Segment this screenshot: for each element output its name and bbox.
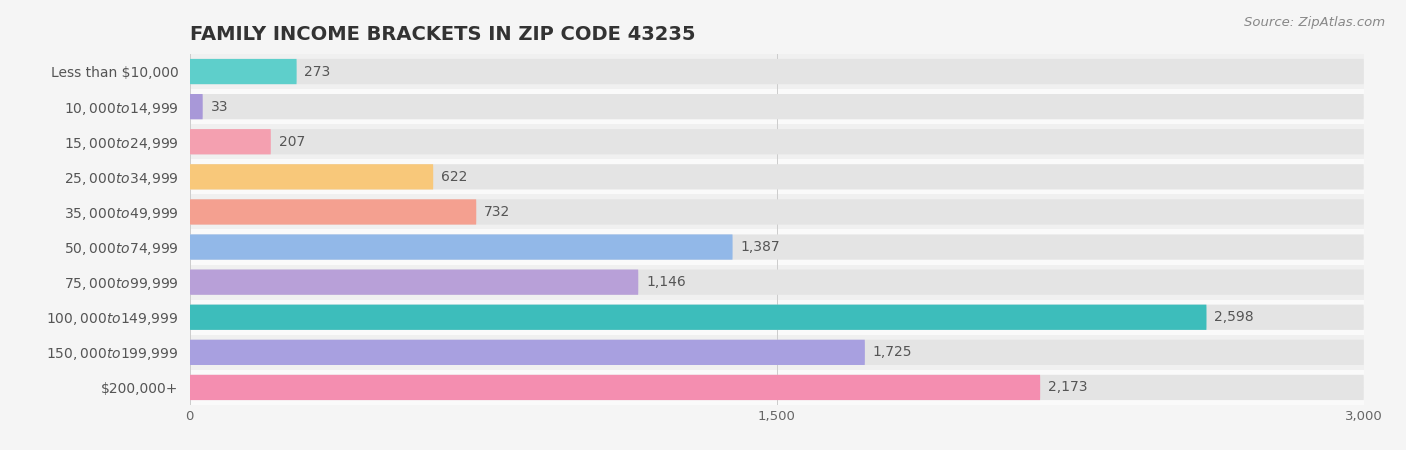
Text: 33: 33 bbox=[211, 99, 228, 114]
FancyBboxPatch shape bbox=[190, 194, 1364, 230]
FancyBboxPatch shape bbox=[190, 335, 1364, 370]
FancyBboxPatch shape bbox=[190, 129, 271, 154]
FancyBboxPatch shape bbox=[190, 375, 1364, 400]
Text: 1,387: 1,387 bbox=[741, 240, 780, 254]
Text: 1,725: 1,725 bbox=[873, 345, 912, 360]
FancyBboxPatch shape bbox=[190, 129, 1364, 154]
FancyBboxPatch shape bbox=[190, 124, 1364, 159]
FancyBboxPatch shape bbox=[190, 270, 638, 295]
Text: 207: 207 bbox=[278, 135, 305, 149]
FancyBboxPatch shape bbox=[190, 159, 1364, 194]
FancyBboxPatch shape bbox=[190, 164, 1364, 189]
Text: FAMILY INCOME BRACKETS IN ZIP CODE 43235: FAMILY INCOME BRACKETS IN ZIP CODE 43235 bbox=[190, 25, 696, 44]
FancyBboxPatch shape bbox=[190, 199, 477, 225]
FancyBboxPatch shape bbox=[190, 94, 202, 119]
FancyBboxPatch shape bbox=[190, 199, 1364, 225]
FancyBboxPatch shape bbox=[190, 54, 1364, 89]
Text: Source: ZipAtlas.com: Source: ZipAtlas.com bbox=[1244, 16, 1385, 29]
FancyBboxPatch shape bbox=[190, 265, 1364, 300]
FancyBboxPatch shape bbox=[190, 300, 1364, 335]
FancyBboxPatch shape bbox=[190, 305, 1206, 330]
FancyBboxPatch shape bbox=[190, 340, 1364, 365]
Text: 2,598: 2,598 bbox=[1215, 310, 1254, 324]
FancyBboxPatch shape bbox=[190, 305, 1364, 330]
FancyBboxPatch shape bbox=[190, 234, 1364, 260]
FancyBboxPatch shape bbox=[190, 340, 865, 365]
FancyBboxPatch shape bbox=[190, 234, 733, 260]
FancyBboxPatch shape bbox=[190, 89, 1364, 124]
FancyBboxPatch shape bbox=[190, 230, 1364, 265]
FancyBboxPatch shape bbox=[190, 59, 1364, 84]
FancyBboxPatch shape bbox=[190, 270, 1364, 295]
Text: 2,173: 2,173 bbox=[1047, 380, 1087, 395]
Text: 1,146: 1,146 bbox=[647, 275, 686, 289]
Text: 732: 732 bbox=[484, 205, 510, 219]
FancyBboxPatch shape bbox=[190, 59, 297, 84]
Text: 622: 622 bbox=[441, 170, 467, 184]
FancyBboxPatch shape bbox=[190, 164, 433, 189]
FancyBboxPatch shape bbox=[190, 375, 1040, 400]
FancyBboxPatch shape bbox=[190, 370, 1364, 405]
FancyBboxPatch shape bbox=[190, 94, 1364, 119]
Text: 273: 273 bbox=[305, 64, 330, 79]
